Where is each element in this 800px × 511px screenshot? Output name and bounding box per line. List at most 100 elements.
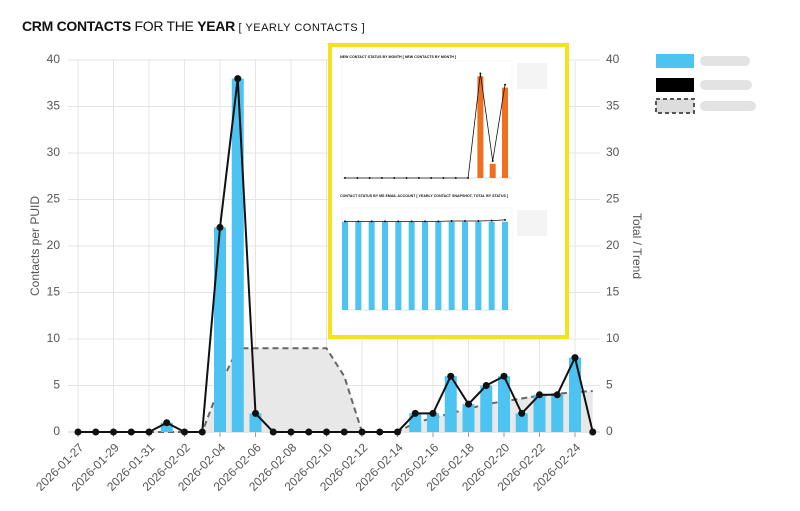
total-point xyxy=(536,391,543,399)
y2-tick-label: 25 xyxy=(606,192,620,206)
inset-point xyxy=(405,177,408,179)
bar xyxy=(214,227,226,432)
inset-bar xyxy=(435,221,442,310)
inset-point xyxy=(344,220,346,223)
inset-point xyxy=(504,83,506,86)
y-tick-label: 15 xyxy=(47,285,61,299)
total-point xyxy=(518,409,526,417)
legend-blurred-text xyxy=(700,101,756,111)
inset-bar xyxy=(355,221,362,310)
total-point xyxy=(74,428,82,436)
inset-bar xyxy=(368,221,375,310)
inset-point xyxy=(479,72,482,75)
total-point xyxy=(571,354,579,362)
total-point xyxy=(589,428,597,436)
inset-point xyxy=(424,220,426,223)
total-point xyxy=(145,428,153,436)
bar xyxy=(231,78,244,432)
bar xyxy=(498,376,510,432)
bar xyxy=(249,413,262,432)
inset-bar xyxy=(502,221,508,310)
total-point xyxy=(287,428,295,436)
inset-point xyxy=(384,220,386,223)
y-axis-label: Contacts per PUID xyxy=(28,196,42,296)
bar xyxy=(160,422,173,432)
total-point xyxy=(234,75,242,83)
total-point xyxy=(110,428,117,436)
legend-swatch xyxy=(655,98,695,114)
y2-tick-label: 30 xyxy=(606,145,620,159)
total-point xyxy=(181,428,188,436)
bar xyxy=(533,394,546,432)
inset-point xyxy=(490,219,493,222)
y2-tick-label: 0 xyxy=(606,424,613,438)
inset-bar xyxy=(489,163,496,178)
bar xyxy=(480,385,493,432)
inset-point xyxy=(417,177,420,179)
inset-title: CONTACT STATUS BY MS EMAIL ACCOUNT [ YEA… xyxy=(340,194,508,198)
total-point xyxy=(216,223,224,231)
inset-bar xyxy=(448,221,455,310)
total-point xyxy=(500,372,508,380)
inset-point xyxy=(464,220,466,223)
y-tick-label: 35 xyxy=(47,99,61,113)
title-part: YEAR xyxy=(197,18,235,34)
inset-point xyxy=(356,177,359,179)
y-tick-label: 25 xyxy=(47,192,61,206)
inset-point xyxy=(454,177,457,179)
inset-point xyxy=(477,220,480,223)
y-tick-label: 5 xyxy=(53,378,60,392)
y2-tick-label: 10 xyxy=(606,331,620,345)
inset-legend xyxy=(517,63,547,89)
total-point xyxy=(411,409,419,417)
bar xyxy=(444,376,457,432)
total-point xyxy=(482,382,490,389)
title-part: CRM CONTACTS xyxy=(22,18,131,34)
inset-point xyxy=(393,177,396,179)
bar xyxy=(409,413,422,432)
bar xyxy=(462,404,475,432)
inset-bar xyxy=(422,221,428,310)
inset-bar xyxy=(477,76,484,178)
inset-bar xyxy=(395,221,402,310)
total-point xyxy=(198,428,206,436)
inset-point xyxy=(467,177,470,179)
inset-bar xyxy=(408,221,415,310)
y2-tick-label: 5 xyxy=(606,378,613,392)
y2-axis-label: Total / Trend xyxy=(630,213,644,279)
title-part: [ YEARLY CONTACTS ] xyxy=(238,22,366,34)
total-point xyxy=(340,428,348,436)
total-point xyxy=(163,419,171,427)
total-point xyxy=(358,428,366,436)
total-point xyxy=(465,400,472,408)
inset-point xyxy=(437,220,440,223)
total-point xyxy=(553,391,561,399)
inset-line xyxy=(345,73,506,179)
y-tick-label: 30 xyxy=(47,145,61,159)
legend-swatch xyxy=(656,54,694,68)
inset-point xyxy=(410,220,413,223)
total-point xyxy=(323,428,330,436)
total-point xyxy=(447,372,455,380)
bar xyxy=(427,413,439,432)
total-point xyxy=(252,409,259,417)
total-point xyxy=(376,428,384,436)
y-tick-label: 40 xyxy=(47,52,61,66)
inset-point xyxy=(430,177,433,179)
inset-bar xyxy=(462,221,468,310)
inset-bar xyxy=(382,221,388,310)
y-tick-label: 0 xyxy=(53,424,60,438)
bar xyxy=(569,357,581,432)
inset-point xyxy=(380,177,383,179)
bar xyxy=(515,413,528,432)
inset-point xyxy=(368,177,371,179)
total-point xyxy=(269,428,277,436)
legend-swatch xyxy=(656,78,694,92)
total-point xyxy=(305,428,313,436)
trend-area xyxy=(78,348,593,432)
total-point xyxy=(394,428,401,436)
total-point xyxy=(429,409,437,417)
y2-tick-label: 20 xyxy=(606,238,620,252)
inset-point xyxy=(370,220,373,223)
